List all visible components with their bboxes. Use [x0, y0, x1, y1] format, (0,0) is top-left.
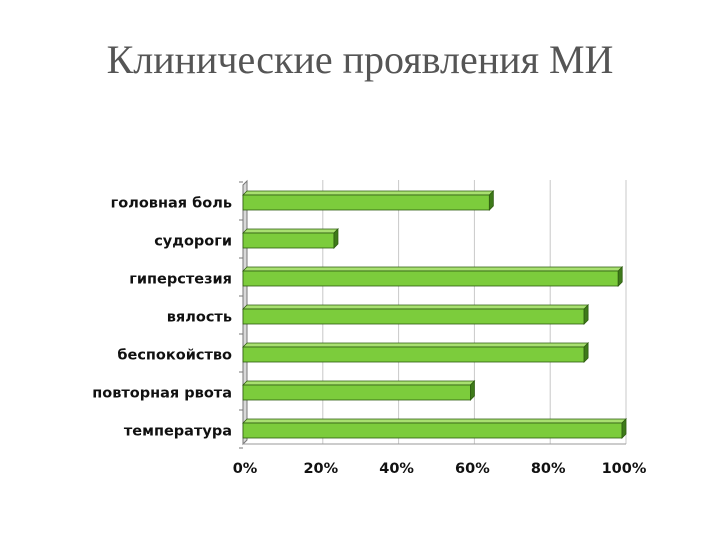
category-label: гиперстезия [129, 272, 232, 288]
bar [242, 380, 476, 401]
bar [242, 304, 590, 325]
bar [242, 228, 339, 249]
x-tick-label: 20% [303, 461, 338, 477]
bar [242, 266, 624, 287]
category-labels: головная боль судороги гиперстезия вялость б… [92, 196, 232, 440]
category-label: головная боль [111, 196, 232, 212]
category-label: температура [124, 424, 232, 440]
x-tick-label: 0% [233, 461, 258, 477]
bar [242, 418, 627, 439]
category-label: беспокойство [117, 348, 232, 364]
x-tick-label: 80% [531, 461, 566, 477]
category-label: судороги [154, 234, 232, 250]
bar [242, 342, 590, 363]
slide-title: Клинические проявления МИ [106, 37, 614, 82]
category-label: повторная рвота [92, 386, 232, 402]
x-tick-label: 40% [379, 461, 414, 477]
x-tick-label: 100% [602, 461, 647, 477]
x-tick-label: 60% [455, 461, 490, 477]
chart-bars [242, 190, 627, 439]
category-label: вялость [167, 310, 232, 326]
tick-labels: 0% 20% 40% 60% 80% 100% [233, 461, 647, 477]
bar [242, 190, 495, 211]
